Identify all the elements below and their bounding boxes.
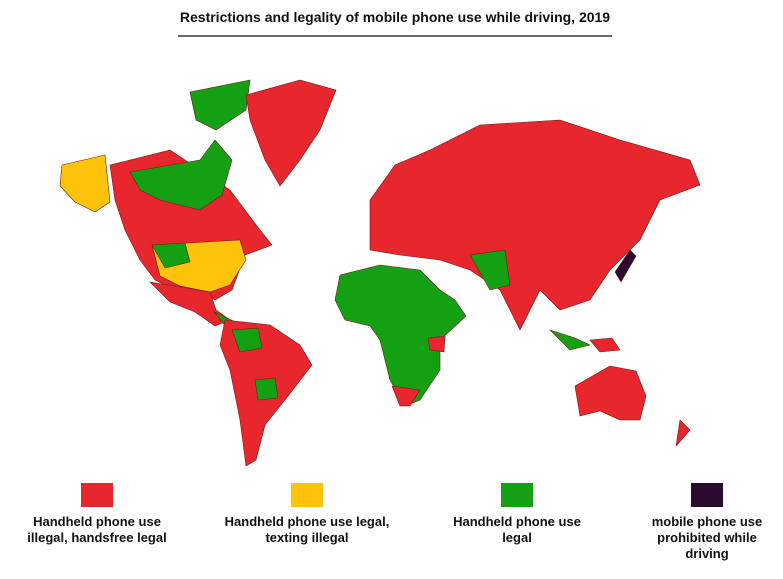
central-asia: [469, 249, 511, 291]
legend-swatch: [81, 483, 113, 507]
indonesia-east: [589, 337, 621, 353]
south-africa: [391, 385, 421, 407]
legend-swatch: [291, 483, 323, 507]
new-zealand: [675, 419, 691, 447]
legend-swatch: [691, 483, 723, 507]
legend-label: illegal, handsfree legal: [27, 530, 166, 545]
arctic-islands: [189, 79, 251, 131]
legend-label: driving: [685, 546, 728, 561]
japan: [614, 249, 637, 283]
legend-label: Handheld phone use: [453, 514, 581, 529]
legend-label: Handheld phone use legal,: [225, 514, 390, 529]
indonesia-west: [549, 329, 591, 351]
legend-swatch: [501, 483, 533, 507]
greenland: [245, 79, 337, 187]
africa: [334, 264, 467, 407]
sa-middle: [254, 377, 279, 401]
usa-west: [151, 242, 191, 269]
eurasia: [369, 119, 701, 331]
legend-label: Handheld phone use: [33, 514, 161, 529]
legend-label: prohibited while: [657, 530, 757, 545]
map-title: Restrictions and legality of mobile phon…: [180, 9, 610, 25]
world-map: [59, 79, 701, 467]
east-africa: [427, 335, 446, 353]
legend-label: mobile phone use: [652, 514, 763, 529]
legend-item: Handheld phone use legal,texting illegal: [225, 483, 390, 545]
legend-label: legal: [502, 530, 532, 545]
australia: [574, 365, 647, 421]
legend-label: texting illegal: [265, 530, 348, 545]
canada-region: [129, 139, 233, 211]
sa-north: [231, 327, 263, 353]
alaska: [59, 154, 111, 213]
